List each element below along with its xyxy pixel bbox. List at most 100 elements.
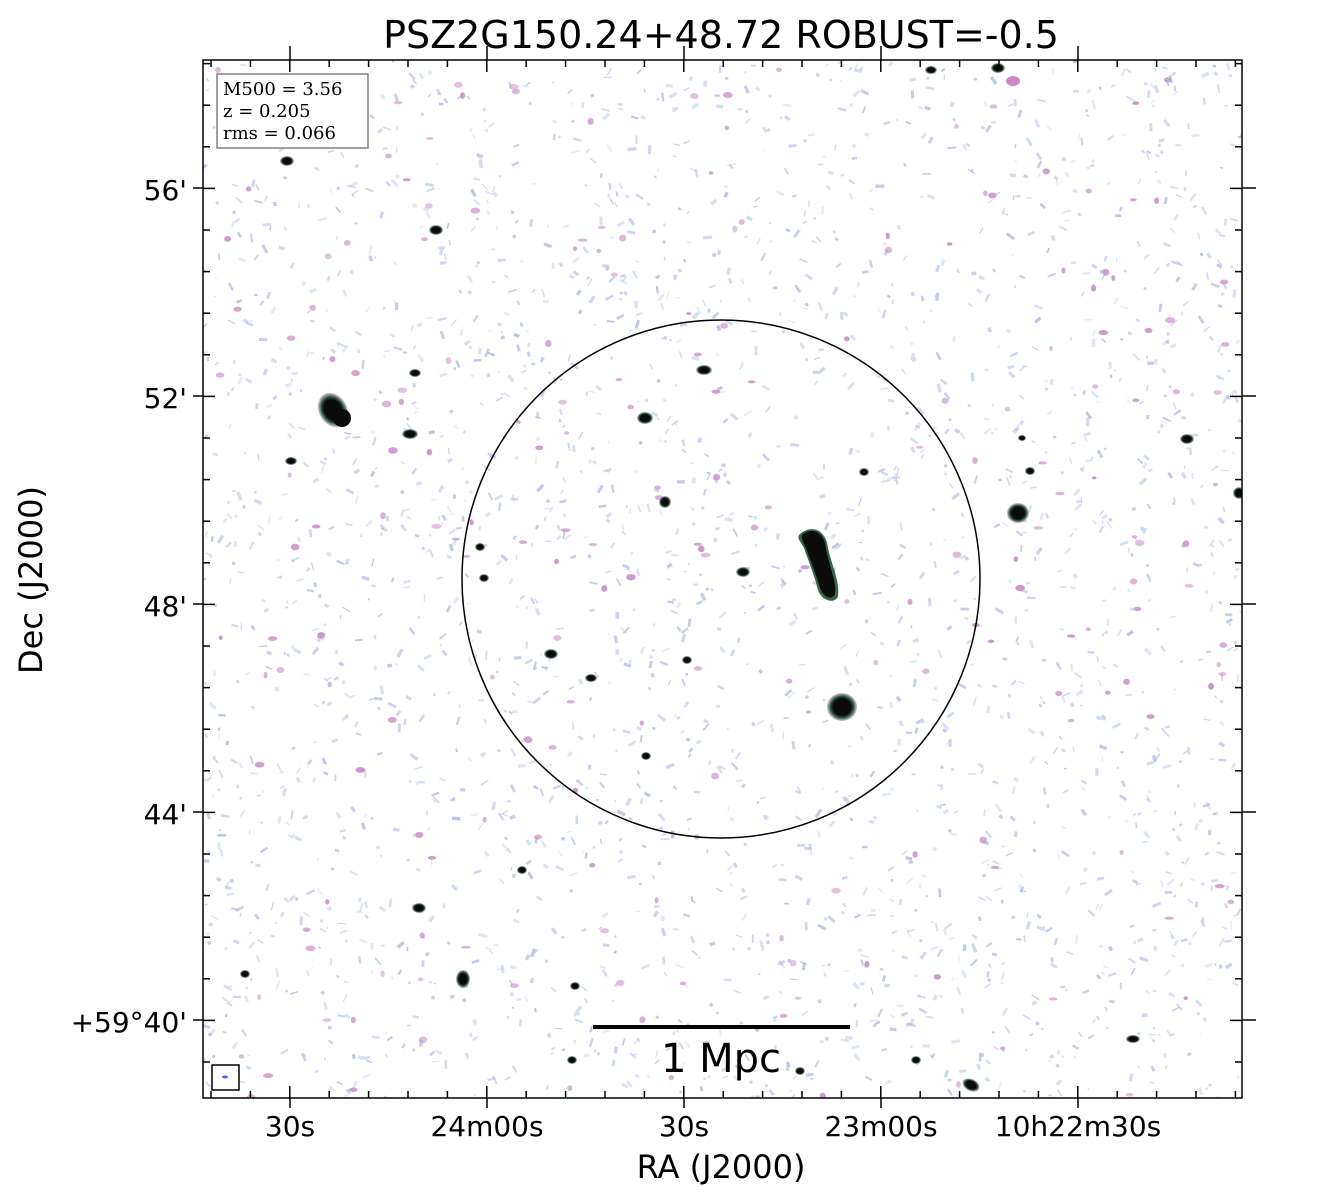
noise-speckle <box>1187 898 1194 904</box>
noise-speckle <box>339 828 346 833</box>
noise-speckle <box>627 566 631 570</box>
noise-speckle <box>455 526 462 530</box>
noise-blob <box>385 153 392 159</box>
noise-speckle <box>1107 972 1117 977</box>
noise-speckle <box>306 350 310 358</box>
noise-speckle <box>295 767 302 774</box>
noise-speckle <box>857 497 862 507</box>
noise-speckle <box>551 262 555 269</box>
noise-blob <box>524 736 533 744</box>
noise-blob <box>246 1094 256 1098</box>
noise-speckle <box>785 1061 791 1068</box>
noise-speckle <box>988 964 992 967</box>
noise-speckle <box>510 498 519 501</box>
noise-blob <box>463 554 471 559</box>
noise-speckle <box>715 887 723 893</box>
noise-speckle <box>776 445 781 448</box>
noise-speckle <box>1006 232 1015 241</box>
noise-speckle <box>510 866 513 870</box>
noise-speckle <box>1237 135 1242 139</box>
noise-speckle <box>1016 642 1020 646</box>
noise-speckle <box>1203 326 1211 332</box>
noise-speckle <box>1027 727 1036 735</box>
noise-speckle <box>204 902 208 906</box>
noise-speckle <box>993 523 1001 529</box>
noise-speckle <box>1039 202 1047 210</box>
noise-speckle <box>1039 730 1045 737</box>
noise-speckle <box>1204 852 1210 856</box>
noise-blob <box>922 668 930 674</box>
noise-speckle <box>589 608 595 612</box>
noise-speckle <box>468 656 472 666</box>
noise-speckle <box>942 728 948 734</box>
noise-speckle <box>915 718 925 725</box>
x-tick-label: 30s <box>659 1110 709 1143</box>
noise-blob <box>1066 634 1076 638</box>
noise-speckle <box>345 487 355 495</box>
noise-speckle <box>1228 622 1232 626</box>
noise-speckle <box>715 704 721 709</box>
noise-speckle <box>351 193 355 198</box>
noise-speckle <box>507 374 515 383</box>
noise-speckle <box>1175 276 1181 283</box>
noise-speckle <box>1026 581 1030 585</box>
noise-speckle <box>1166 878 1175 886</box>
plot-area: 1 Mpc M500 = 3.56 z = 0.205 rms = 0.066 <box>193 46 1256 1108</box>
noise-speckle <box>1029 639 1035 649</box>
noise-blob <box>1132 398 1140 403</box>
noise-blob <box>380 970 385 977</box>
noise-speckle <box>1091 338 1096 348</box>
noise-speckle <box>732 528 739 537</box>
noise-speckle <box>306 588 315 593</box>
noise-speckle <box>226 984 233 989</box>
noise-speckle <box>379 211 385 219</box>
noise-speckle <box>431 1060 440 1063</box>
noise-speckle <box>578 431 584 440</box>
noise-speckle <box>662 240 666 244</box>
noise-speckle <box>471 639 474 642</box>
noise-speckle <box>1001 899 1004 904</box>
noise-speckle <box>568 795 573 799</box>
noise-speckle <box>601 969 608 978</box>
noise-speckle <box>1153 810 1158 813</box>
noise-speckle <box>891 948 895 953</box>
noise-speckle <box>1201 206 1208 216</box>
noise-blob <box>987 639 995 643</box>
noise-speckle <box>1046 247 1050 254</box>
noise-speckle <box>1206 252 1212 259</box>
noise-speckle <box>393 261 397 266</box>
noise-speckle <box>1196 1012 1201 1016</box>
noise-speckle <box>743 410 752 417</box>
noise-speckle <box>964 556 969 561</box>
noise-speckle <box>648 686 651 691</box>
noise-speckle <box>702 488 707 496</box>
noise-speckle <box>475 217 479 221</box>
noise-speckle <box>1212 64 1217 68</box>
noise-speckle <box>1120 780 1126 788</box>
noise-speckle <box>1143 287 1147 291</box>
noise-blob <box>1042 168 1050 175</box>
noise-speckle <box>204 733 208 738</box>
noise-speckle <box>347 185 356 188</box>
noise-speckle <box>649 655 654 660</box>
noise-speckle <box>1208 539 1215 548</box>
noise-blob <box>431 523 442 529</box>
noise-speckle <box>1018 394 1024 400</box>
noise-speckle <box>957 955 961 964</box>
noise-speckle <box>1044 387 1049 391</box>
noise-blob <box>831 887 841 894</box>
noise-speckle <box>483 119 487 123</box>
noise-speckle <box>296 777 301 783</box>
noise-speckle <box>1125 693 1132 697</box>
noise-speckle <box>307 204 310 208</box>
noise-speckle <box>1189 447 1192 456</box>
noise-speckle <box>288 392 292 396</box>
noise-blob <box>988 192 997 199</box>
noise-speckle <box>822 698 826 702</box>
noise-speckle <box>431 995 435 1000</box>
noise-speckle <box>852 981 861 990</box>
noise-blob <box>764 505 772 510</box>
noise-speckle <box>442 515 447 521</box>
noise-speckle <box>1073 526 1078 532</box>
noise-speckle <box>1027 596 1036 600</box>
